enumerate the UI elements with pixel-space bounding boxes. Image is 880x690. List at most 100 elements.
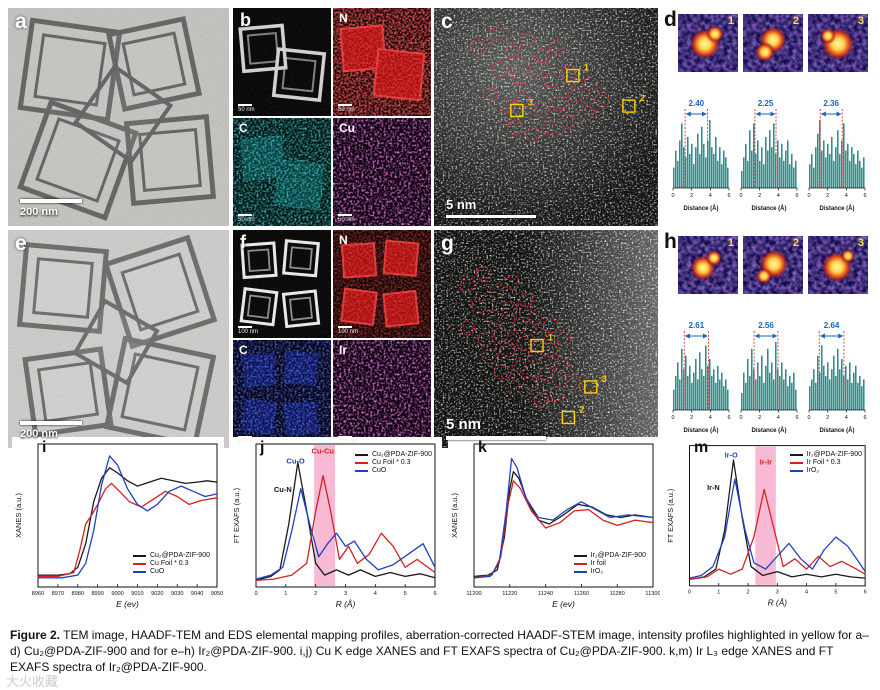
- svg-text:Ir-O: Ir-O: [725, 451, 738, 460]
- xanes-cu-chart: 8960 8970 8980 8990 9000 9010 9020 9030 9040 9050…: [14, 443, 223, 609]
- scalebar-a: 200 nm: [20, 199, 82, 218]
- panel-d-profiles: d 1 2 3 0 2 4 6 Distance (Å) 2.40 0 2 4 6 Distanc…: [662, 8, 872, 226]
- legend-item: Ir₂@PDA-ZIF-900: [573, 552, 646, 559]
- svg-text:9010: 9010: [131, 591, 143, 597]
- svg-text:Cu-O: Cu-O: [286, 456, 304, 465]
- panel-label-j: j: [260, 439, 265, 456]
- tile-scale-text: 50 nm: [338, 107, 355, 113]
- watermark: 大火收藏: [6, 674, 59, 689]
- panel-label-b: b: [240, 10, 251, 30]
- tile-scale-text: 100 nm: [238, 329, 259, 335]
- tile-haadf-b: b 50 nm: [233, 8, 331, 116]
- tem-a-graphic: [8, 8, 229, 226]
- svg-text:R (Å): R (Å): [336, 599, 356, 609]
- svg-text:4: 4: [709, 193, 712, 199]
- svg-text:8970: 8970: [52, 591, 64, 597]
- svg-text:E (ev): E (ev): [116, 599, 139, 609]
- legend-item: CuO: [354, 467, 432, 474]
- svg-text:2.64: 2.64: [824, 321, 840, 330]
- legend-label: Ir₂@PDA-ZIF-900: [806, 451, 862, 458]
- scalebar-c: 5 nm: [446, 197, 536, 218]
- svg-text:6: 6: [727, 415, 730, 421]
- scalebar-line: [446, 436, 546, 440]
- svg-text:1: 1: [284, 591, 287, 597]
- svg-text:1: 1: [717, 590, 720, 596]
- svg-text:3: 3: [602, 374, 607, 384]
- patch-number: 1: [727, 15, 734, 27]
- legend-swatch: [132, 562, 146, 565]
- panel-g-haadf-stem: 1 2 3 g 5 nm: [434, 230, 658, 448]
- tile-cu-map-b: Cu 50 nm: [333, 118, 431, 226]
- svg-text:4: 4: [845, 193, 848, 199]
- svg-text:0: 0: [807, 415, 810, 421]
- svg-text:Cu-Cu: Cu-Cu: [311, 446, 334, 455]
- svg-text:FT EXAFS (a.u.): FT EXAFS (a.u.): [666, 489, 675, 543]
- tile-scalebar: [238, 104, 252, 106]
- caption-text: TEM image, HAADF-TEM and EDS elemental m…: [10, 628, 869, 674]
- atom-patch-1: 1: [678, 14, 738, 72]
- svg-text:1: 1: [548, 333, 553, 343]
- profile-row-h: 0 2 4 6 Distance (Å) 2.61 0 2 4 6 Distance (Å) 2.5…: [668, 318, 868, 436]
- svg-text:4: 4: [777, 193, 780, 199]
- svg-text:5: 5: [404, 591, 407, 597]
- tile-scalebar: [338, 214, 352, 216]
- svg-text:0: 0: [739, 415, 742, 421]
- svg-text:Ir-Ir: Ir-Ir: [760, 458, 772, 467]
- intensity-profile-1: 0 2 4 6 Distance (Å) 2.40: [671, 99, 730, 212]
- tem-e-graphic: [8, 230, 229, 448]
- intensity-profile-2: 0 2 4 6 Distance (Å) 2.56: [739, 321, 798, 434]
- svg-text:8980: 8980: [72, 591, 84, 597]
- legend-i: Cu₂@PDA-ZIF-900 Cu Foil * 0.3 CuO: [132, 552, 210, 575]
- tile-scale-f3: 100 nm: [338, 436, 358, 445]
- svg-text:4: 4: [374, 591, 377, 597]
- svg-text:1: 1: [584, 63, 589, 73]
- tile-scalebar: [338, 104, 352, 106]
- svg-text:0: 0: [671, 193, 674, 199]
- panel-label-e: e: [15, 232, 27, 255]
- legend-swatch: [132, 554, 146, 557]
- intensity-profile-1: 0 2 4 6 Distance (Å) 2.61: [671, 321, 730, 434]
- tile-scalebar: [238, 326, 252, 328]
- legend-item: Cu Foil * 0.3: [354, 459, 432, 466]
- svg-text:2.36: 2.36: [823, 99, 839, 108]
- c-map-b-graphic: [233, 118, 331, 226]
- stem-c-background: [434, 8, 658, 226]
- svg-text:2: 2: [826, 415, 829, 421]
- svg-text:6: 6: [863, 193, 866, 199]
- legend-item: Ir Foil * 0.3: [789, 459, 862, 466]
- svg-text:Distance (Å): Distance (Å): [819, 427, 854, 434]
- svg-text:8960: 8960: [32, 591, 44, 597]
- svg-text:5: 5: [834, 590, 837, 596]
- svg-text:4: 4: [709, 415, 712, 421]
- svg-text:2.40: 2.40: [689, 99, 705, 108]
- legend-label: CuO: [149, 568, 165, 575]
- svg-text:6: 6: [864, 590, 867, 596]
- n-map-f-graphic: [333, 230, 431, 338]
- svg-text:E (ev): E (ev): [552, 599, 575, 609]
- tile-n-map-f: N 100 nm: [333, 230, 431, 338]
- patch-number: 2: [792, 237, 799, 249]
- map-label-c: C: [239, 343, 248, 357]
- legend-item: Ir foil: [573, 560, 646, 567]
- exafs-ir-chart: 0 1 2 3 4 5 6 R (Å) FT EXAFS (a.u.) Ir-N Ir-O Ir-Ir: [666, 445, 867, 608]
- panel-label-g: g: [441, 232, 454, 255]
- legend-item: Cu Foil * 0.3: [132, 560, 210, 567]
- tile-scalebar: [238, 436, 252, 438]
- legend-label: Cu₂@PDA-ZIF-900: [371, 451, 432, 458]
- map-label-n: N: [339, 11, 348, 25]
- svg-text:9040: 9040: [191, 591, 203, 597]
- map-label-cu: Cu: [339, 121, 355, 135]
- legend-label: Cu Foil * 0.3: [149, 560, 189, 567]
- svg-text:2: 2: [747, 590, 750, 596]
- legend-k: Ir₂@PDA-ZIF-900 Ir foil IrO₂: [573, 552, 646, 575]
- svg-text:Distance (Å): Distance (Å): [751, 205, 786, 212]
- panel-label-k: k: [478, 439, 487, 456]
- legend-swatch: [354, 461, 368, 464]
- tile-scale-f1: 100 nm: [338, 326, 358, 335]
- panel-e-tem-image: e 200 nm: [8, 230, 229, 448]
- panel-j-exafs-cu: 0 1 2 3 4 5 6 R (Å) FT EXAFS (a.u.) Cu-N Cu-O Cu-Cu…: [230, 437, 442, 619]
- legend-item: CuO: [132, 568, 210, 575]
- svg-text:9050: 9050: [211, 591, 223, 597]
- tile-scalebar: [238, 214, 252, 216]
- panel-label-d: d: [664, 8, 677, 31]
